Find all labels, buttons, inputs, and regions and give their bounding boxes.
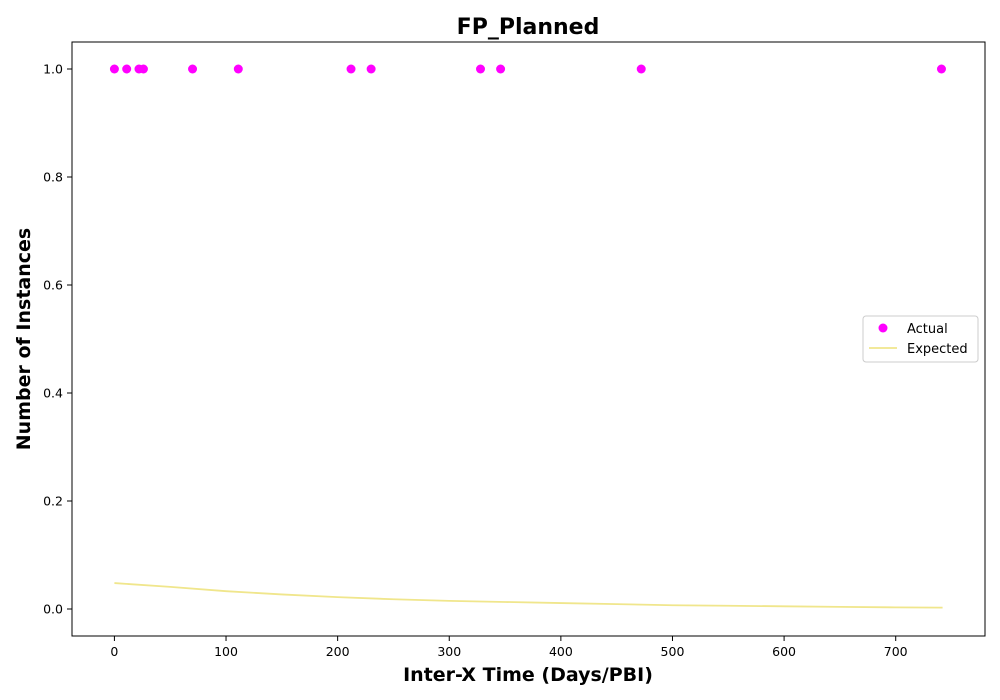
legend-box: [862, 315, 979, 363]
actual-point: [636, 64, 646, 74]
legend-actual-label: Actual: [907, 322, 948, 337]
actual-point: [122, 64, 132, 74]
expected-line: [114, 582, 943, 609]
x-axis: 0 100 200 300 400 500 600 700: [110, 636, 908, 659]
actual-point: [138, 64, 148, 74]
x-tick-label: 500: [661, 644, 685, 659]
legend-expected-label: Expected: [907, 342, 968, 357]
chart-title: FP_Planned: [457, 15, 600, 40]
x-tick-label: 400: [549, 644, 573, 659]
x-tick-label: 0: [110, 644, 118, 659]
x-tick-label: 200: [326, 644, 350, 659]
legend-actual-marker: [878, 323, 888, 333]
y-tick-label: 0.8: [43, 170, 63, 185]
x-tick-label: 100: [214, 644, 238, 659]
y-axis-label: Number of Instances: [13, 228, 35, 450]
y-tick-label: 0.4: [43, 386, 63, 401]
x-tick-label: 300: [437, 644, 461, 659]
y-tick-label: 0.0: [43, 602, 63, 617]
plot-frame: [71, 41, 986, 637]
expected-series: [114, 582, 943, 609]
actual-point: [233, 64, 243, 74]
y-tick-label: 1.0: [43, 62, 63, 77]
y-tick-label: 0.6: [43, 278, 63, 293]
y-axis: 0.0 0.2 0.4 0.6 0.8 1.0: [43, 62, 72, 617]
actual-point: [476, 64, 486, 74]
y-tick-label: 0.2: [43, 494, 63, 509]
x-axis-label: Inter-X Time (Days/PBI): [403, 664, 653, 686]
plot-area: [71, 41, 986, 637]
actual-series: [109, 64, 946, 74]
actual-point: [346, 64, 356, 74]
actual-point: [109, 64, 119, 74]
x-tick-label: 700: [884, 644, 908, 659]
actual-point: [188, 64, 198, 74]
x-tick-label: 600: [772, 644, 796, 659]
actual-point: [936, 64, 946, 74]
actual-point: [366, 64, 376, 74]
legend: Actual Expected: [862, 315, 979, 363]
actual-point: [496, 64, 506, 74]
